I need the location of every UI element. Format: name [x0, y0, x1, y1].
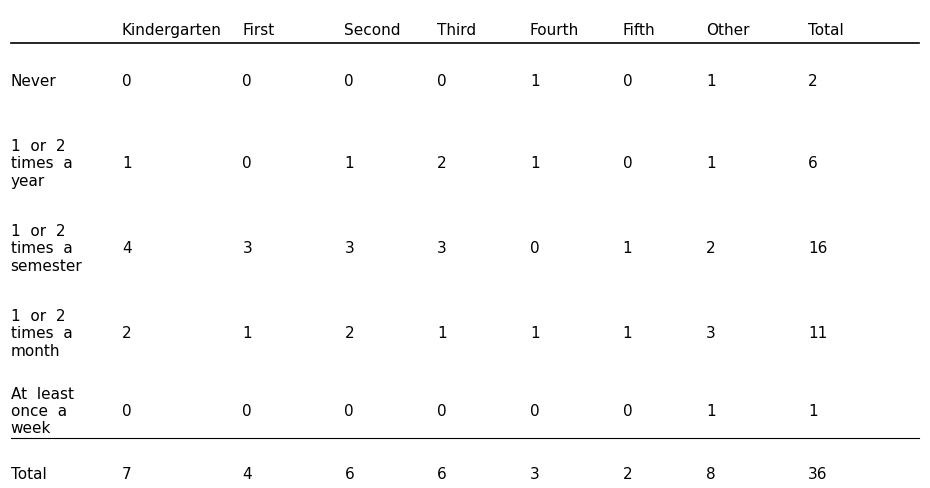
Text: Fifth: Fifth — [622, 23, 656, 38]
Text: 0: 0 — [122, 404, 131, 419]
Text: 2: 2 — [706, 242, 716, 256]
Text: 6: 6 — [437, 467, 447, 482]
Text: 2: 2 — [808, 74, 817, 89]
Text: Kindergarten: Kindergarten — [122, 23, 221, 38]
Text: 0: 0 — [344, 404, 354, 419]
Text: 1  or  2
times  a
semester: 1 or 2 times a semester — [10, 224, 83, 274]
Text: 1: 1 — [530, 326, 539, 341]
Text: 2: 2 — [437, 157, 446, 171]
Text: 1  or  2
times  a
year: 1 or 2 times a year — [10, 139, 73, 189]
Text: 1: 1 — [706, 157, 716, 171]
Text: 0: 0 — [344, 74, 354, 89]
Text: 7: 7 — [122, 467, 131, 482]
Text: 3: 3 — [344, 242, 354, 256]
Text: 1: 1 — [122, 157, 131, 171]
Text: 1: 1 — [706, 74, 716, 89]
Text: 2: 2 — [344, 326, 354, 341]
Text: 0: 0 — [437, 404, 446, 419]
Text: 0: 0 — [622, 74, 632, 89]
Text: 0: 0 — [622, 404, 632, 419]
Text: 36: 36 — [808, 467, 828, 482]
Text: 3: 3 — [706, 326, 716, 341]
Text: First: First — [243, 23, 274, 38]
Text: 1: 1 — [437, 326, 446, 341]
Text: 11: 11 — [808, 326, 828, 341]
Text: Never: Never — [10, 74, 57, 89]
Text: 4: 4 — [243, 467, 252, 482]
Text: 3: 3 — [437, 242, 447, 256]
Text: 3: 3 — [243, 242, 252, 256]
Text: Second: Second — [344, 23, 401, 38]
Text: Total: Total — [808, 23, 844, 38]
Text: 0: 0 — [622, 157, 632, 171]
Text: 4: 4 — [122, 242, 131, 256]
Text: 1: 1 — [243, 326, 252, 341]
Text: 1: 1 — [706, 404, 716, 419]
Text: 1: 1 — [530, 157, 539, 171]
Text: 8: 8 — [706, 467, 716, 482]
Text: Third: Third — [437, 23, 476, 38]
Text: 0: 0 — [243, 157, 252, 171]
Text: 1: 1 — [808, 404, 817, 419]
Text: 6: 6 — [808, 157, 817, 171]
Text: 1: 1 — [622, 242, 632, 256]
Text: 0: 0 — [530, 242, 539, 256]
Text: 1: 1 — [622, 326, 632, 341]
Text: 3: 3 — [530, 467, 539, 482]
Text: 1: 1 — [530, 74, 539, 89]
Text: 6: 6 — [344, 467, 354, 482]
Text: 16: 16 — [808, 242, 828, 256]
Text: 2: 2 — [122, 326, 131, 341]
Text: 0: 0 — [530, 404, 539, 419]
Text: At  least
once  a
week: At least once a week — [10, 386, 73, 436]
Text: 2: 2 — [622, 467, 632, 482]
Text: 0: 0 — [243, 404, 252, 419]
Text: 0: 0 — [243, 74, 252, 89]
Text: Other: Other — [706, 23, 750, 38]
Text: 0: 0 — [122, 74, 131, 89]
Text: Fourth: Fourth — [530, 23, 579, 38]
Text: 0: 0 — [437, 74, 446, 89]
Text: 1: 1 — [344, 157, 354, 171]
Text: Total: Total — [10, 467, 46, 482]
Text: 1  or  2
times  a
month: 1 or 2 times a month — [10, 309, 73, 359]
